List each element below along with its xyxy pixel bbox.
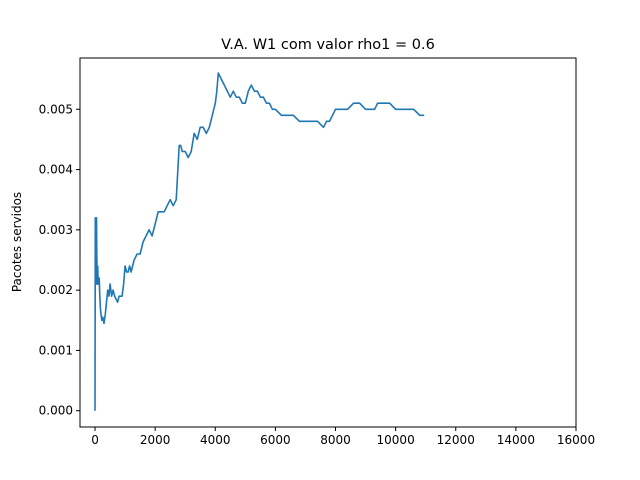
y-tick-label: 0.004 [39, 163, 73, 177]
y-tick-label: 0.005 [39, 102, 73, 116]
series-line-0 [94, 72, 425, 411]
x-tick-label: 0 [91, 433, 99, 447]
x-tick-label: 12000 [437, 433, 475, 447]
x-tick-label: 14000 [497, 433, 535, 447]
y-tick-label: 0.000 [39, 404, 73, 418]
x-axis: 0 2000 4000 6000 8000 10000 12000 14000 16000 [91, 427, 595, 447]
y-axis: 0.000 0.001 0.002 0.003 0.004 0.005 [39, 102, 80, 418]
x-tick-label: 16000 [557, 433, 595, 447]
plot-frame [79, 57, 577, 428]
x-tick-label: 4000 [200, 433, 231, 447]
y-axis-label: Pacotes servidos [10, 192, 24, 292]
x-tick-label: 6000 [260, 433, 291, 447]
y-tick-label: 0.002 [39, 283, 73, 297]
x-tick-label: 10000 [377, 433, 415, 447]
chart-title: V.A. W1 com valor rho1 = 0.6 [221, 37, 435, 53]
y-tick-label: 0.001 [39, 343, 73, 357]
x-tick-label: 2000 [140, 433, 171, 447]
x-tick-label: 8000 [320, 433, 351, 447]
series-layer [94, 72, 425, 411]
y-tick-label: 0.003 [39, 223, 73, 237]
